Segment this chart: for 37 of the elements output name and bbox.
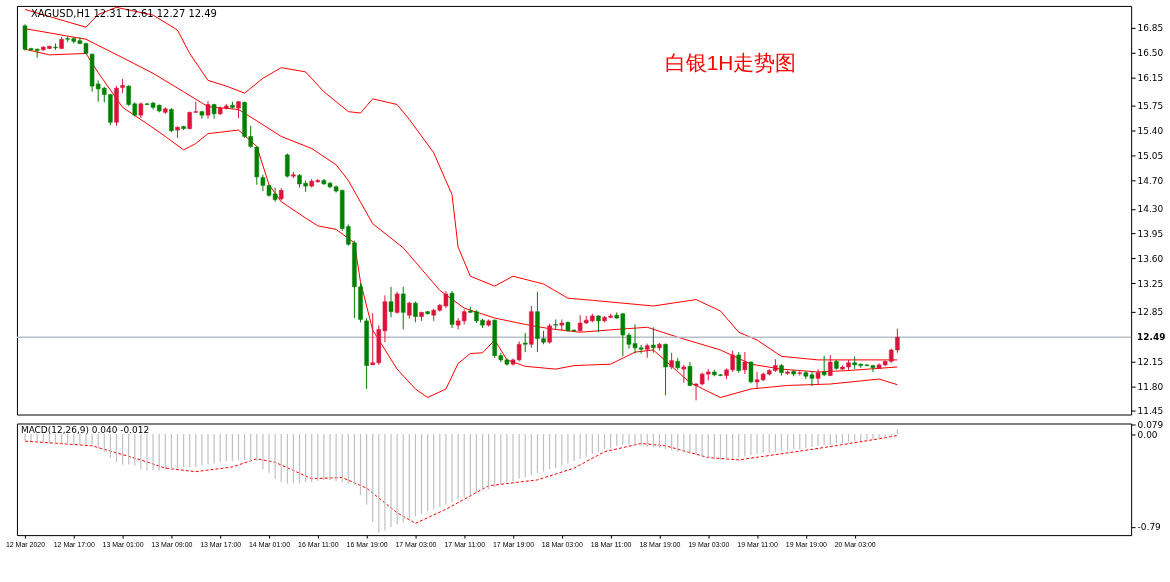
y-tick-label: 16.15 — [1137, 73, 1164, 84]
text: 白银1H走势图 — [664, 50, 797, 74]
y-tick-label: 16.85 — [1137, 23, 1164, 34]
y-tick-label: 13.25 — [1137, 278, 1164, 289]
candlestick — [400, 286, 406, 330]
candlestick — [285, 152, 290, 179]
candlestick — [547, 323, 552, 345]
candlestick — [651, 326, 656, 354]
line-series — [24, 434, 898, 524]
candlestick — [388, 286, 394, 318]
y-tick-label: 15.40 — [1137, 126, 1164, 137]
chart-title: MACD(12,26,9) 0.040 -0.012 — [20, 425, 150, 436]
ref-line-label: 12.49 — [1137, 332, 1166, 343]
y-tick-label: 14.70 — [1137, 175, 1164, 186]
candlestick — [687, 361, 693, 387]
y-tick-label: 12.15 — [1137, 356, 1164, 367]
candlestick — [413, 301, 418, 323]
candlestick — [169, 107, 174, 133]
y-tick-label: 14.30 — [1137, 204, 1164, 215]
y-tick-label: 15.75 — [1137, 101, 1164, 112]
y-tick-label: 11.45 — [1137, 406, 1164, 417]
y-tick-label: 13.60 — [1137, 253, 1164, 264]
y-tick-label: 0.079 — [1137, 420, 1164, 431]
y-tick-label: 0.00 — [1137, 429, 1158, 440]
candlestick — [742, 351, 748, 375]
y-tick-label: 11.80 — [1137, 381, 1164, 392]
candlestick — [394, 291, 400, 315]
y-tick-label: 12.85 — [1137, 307, 1164, 318]
candlestick — [736, 351, 741, 374]
candlestick — [821, 355, 827, 377]
y-tick-label: 15.05 — [1137, 151, 1164, 162]
candlestick — [522, 332, 528, 353]
y-tick-label: 13.95 — [1137, 229, 1164, 240]
y-tick-label: -0.79 — [1137, 522, 1162, 533]
candlestick — [815, 368, 821, 386]
candlestick — [663, 343, 668, 396]
y-tick-label: 16.50 — [1137, 48, 1164, 59]
